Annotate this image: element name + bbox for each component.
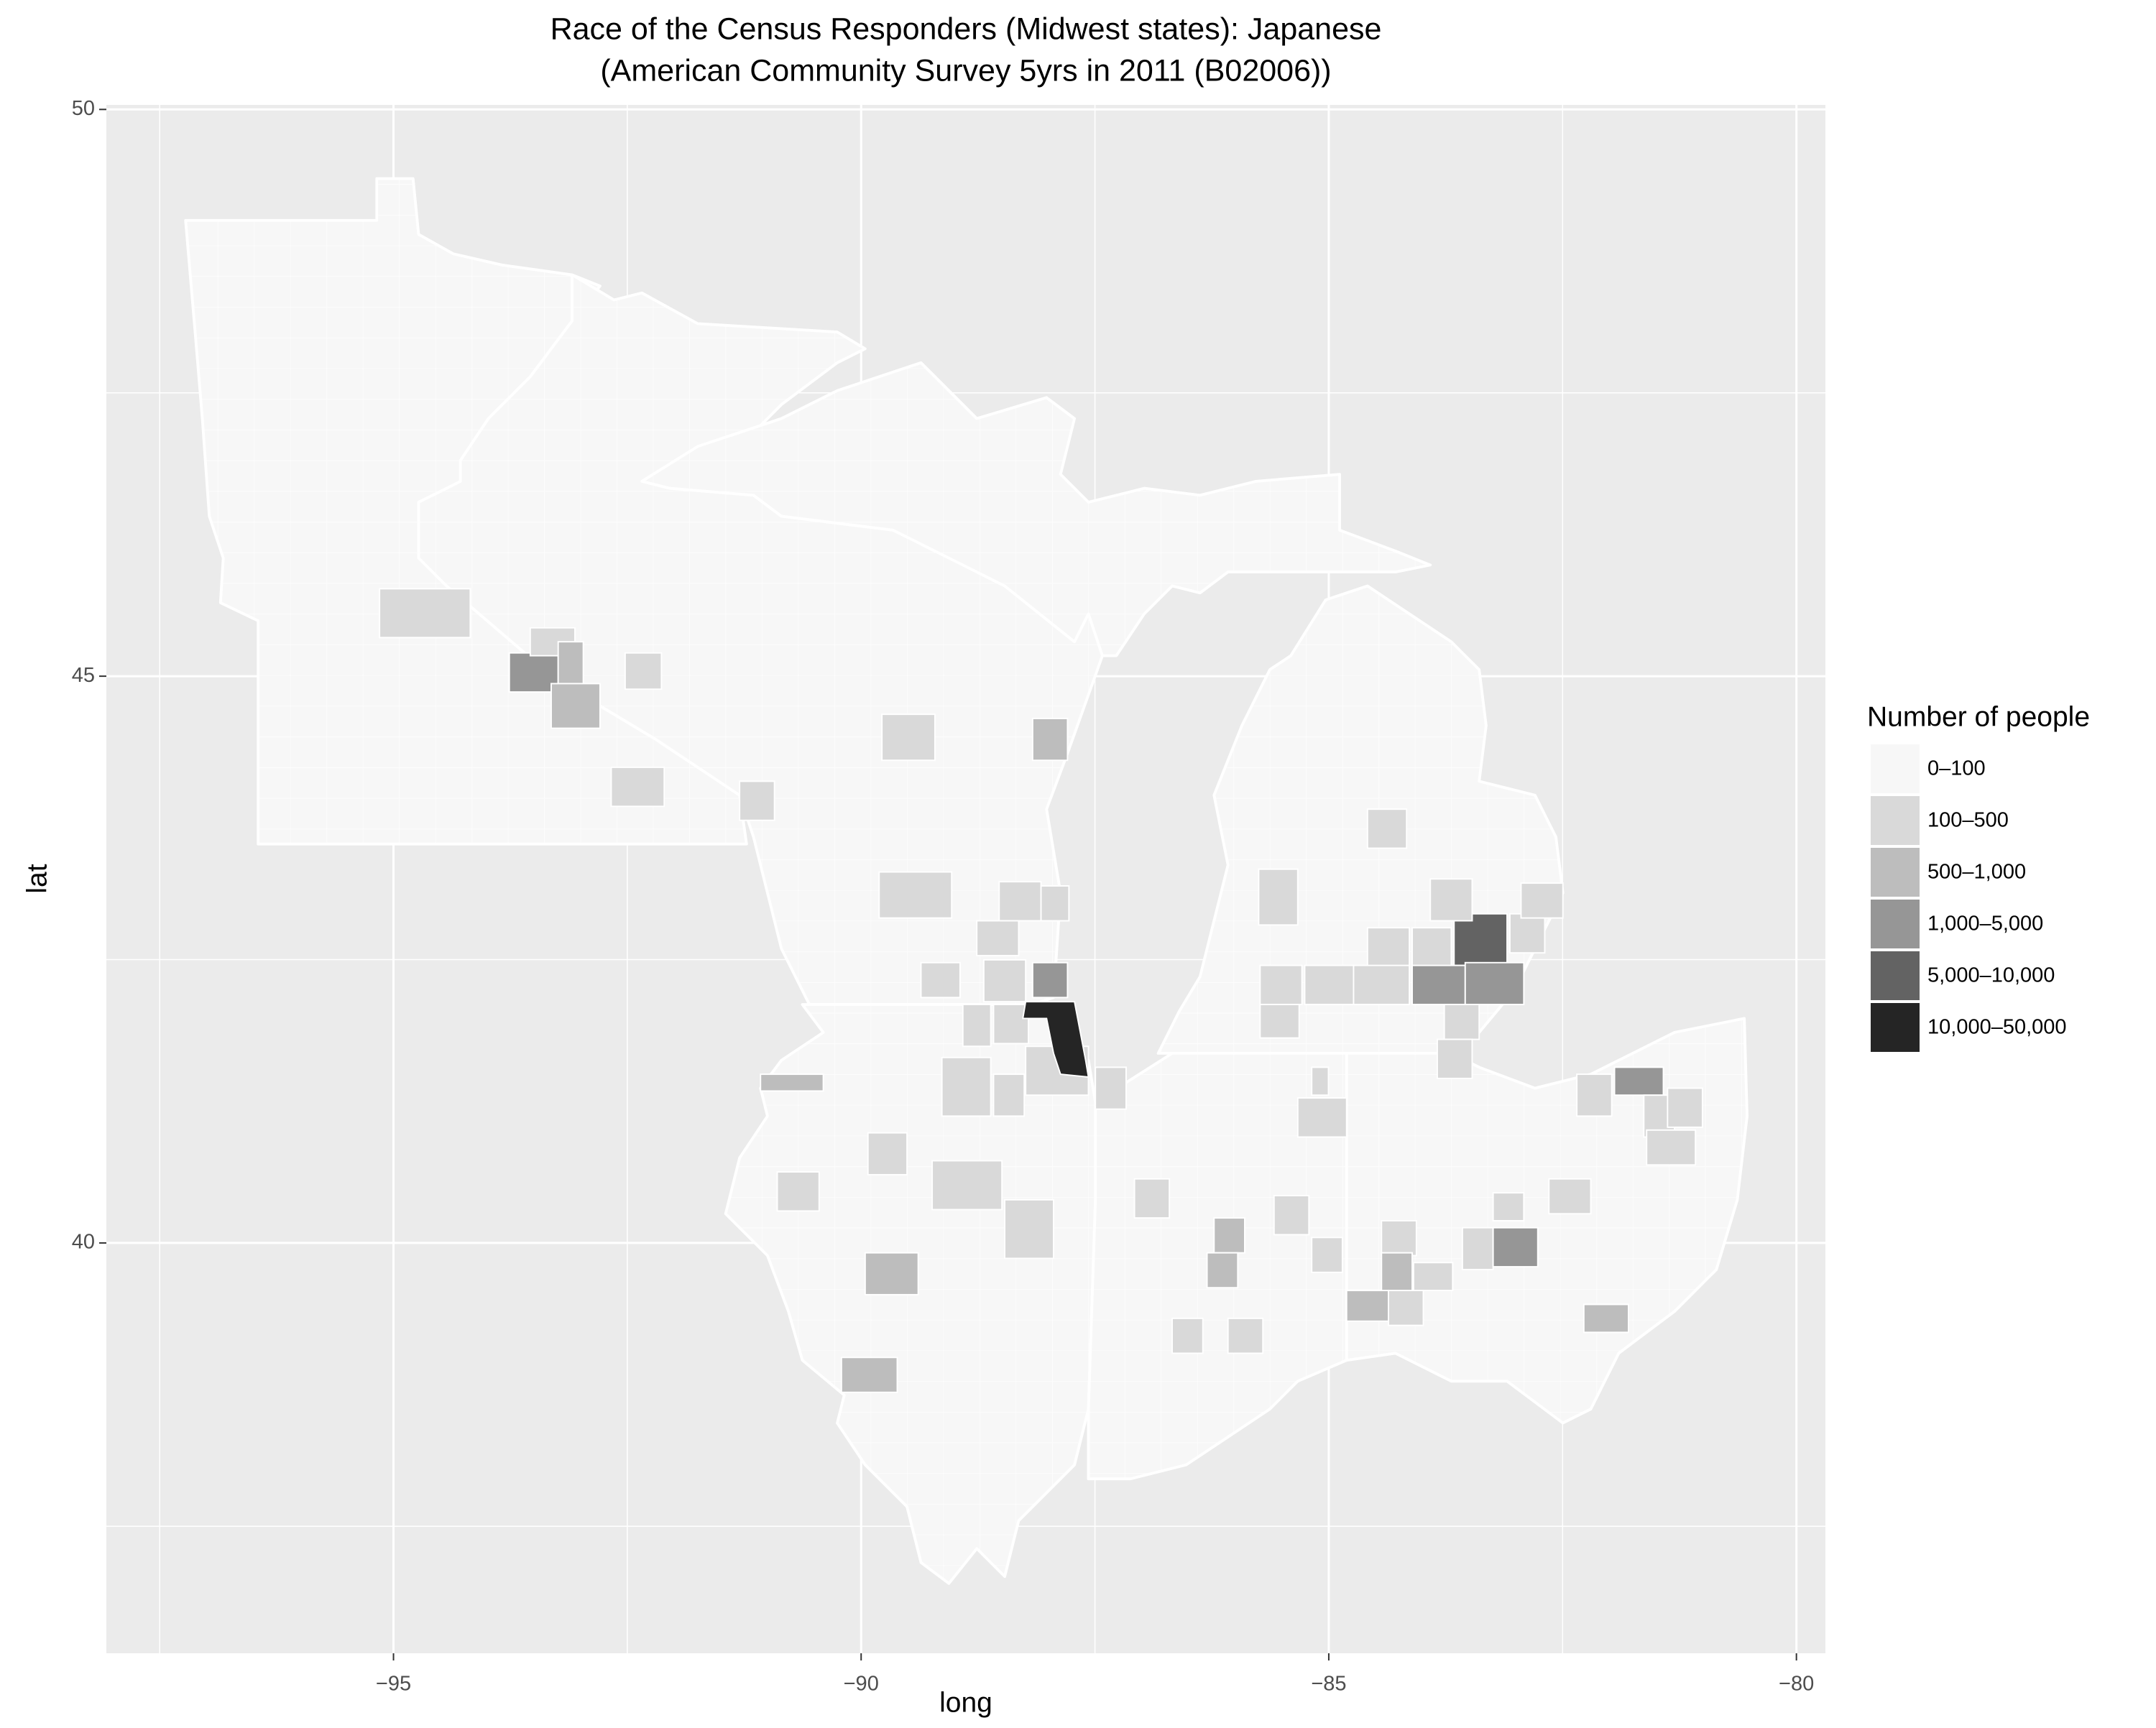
x-tick-label: −80 (1779, 1673, 1814, 1696)
x-tick-label: −85 (1311, 1673, 1346, 1696)
legend-label: 10,000–50,000 (1927, 1016, 2067, 1039)
county (1646, 1129, 1697, 1166)
state-michigan-upper (640, 361, 1432, 657)
county (1004, 1198, 1054, 1260)
county (610, 766, 665, 808)
county (760, 1073, 824, 1092)
legend-key (1869, 1002, 1921, 1053)
county (881, 713, 936, 762)
county (739, 780, 775, 821)
county (1492, 1226, 1539, 1268)
county (1345, 1290, 1389, 1322)
county (998, 881, 1042, 922)
county (1258, 868, 1299, 926)
county (1492, 1192, 1525, 1221)
chart-title: Race of the Census Responders (Midwest s… (550, 11, 1382, 46)
county (1381, 1220, 1417, 1257)
county (1133, 1178, 1171, 1219)
y-tick-label: 40 (72, 1231, 95, 1254)
county (1022, 1001, 1089, 1078)
county (1031, 718, 1069, 762)
y-axis-label: lat (22, 864, 52, 893)
county (1461, 1226, 1494, 1270)
county (776, 1171, 820, 1212)
county (931, 1160, 1003, 1211)
county (976, 920, 1020, 957)
legend-label: 500–1,000 (1927, 861, 2026, 884)
county (624, 652, 663, 690)
county (1031, 961, 1069, 999)
shaded-counties (379, 588, 1703, 1393)
county (1411, 927, 1452, 968)
legend: Number of people 0–100 100–500 500–1,000 1,… (1867, 701, 2090, 1053)
county (1213, 1217, 1245, 1254)
county (1296, 1097, 1348, 1138)
county (1453, 912, 1508, 966)
county (878, 871, 953, 919)
legend-key (1869, 898, 1921, 950)
y-tick-label: 45 (72, 664, 95, 687)
county (1040, 885, 1070, 922)
map (184, 177, 1749, 1585)
county (1583, 1303, 1629, 1334)
county (1576, 1073, 1613, 1117)
county (1171, 1317, 1204, 1354)
county (1206, 1252, 1239, 1289)
county (1381, 1252, 1413, 1293)
chart-subtitle: (American Community Survey 5yrs in 2011 … (600, 53, 1331, 88)
county (550, 683, 601, 729)
county (864, 1252, 919, 1295)
county (1667, 1087, 1703, 1128)
county (1259, 1004, 1300, 1039)
county (992, 1073, 1026, 1117)
legend-key (1869, 743, 1921, 795)
county (982, 958, 1027, 1003)
county (1311, 1066, 1330, 1096)
county (992, 1004, 1030, 1045)
legend-label: 0–100 (1927, 757, 1986, 780)
county (1366, 808, 1408, 849)
county (1227, 1317, 1264, 1354)
legend-key (1869, 846, 1921, 898)
legend-key (1869, 795, 1921, 846)
county (1508, 912, 1546, 954)
county (1613, 1066, 1664, 1096)
county (379, 588, 471, 639)
county (840, 1357, 898, 1393)
county (1304, 964, 1355, 1005)
x-tick-label: −90 (844, 1673, 879, 1696)
county (1436, 1038, 1473, 1079)
county (1273, 1195, 1310, 1236)
county (1366, 927, 1411, 968)
legend-label: 100–500 (1927, 809, 2009, 832)
county (1411, 964, 1466, 1005)
x-tick-label: −95 (376, 1673, 411, 1696)
county (1548, 1178, 1592, 1215)
county (867, 1132, 908, 1175)
county (1443, 1004, 1480, 1040)
legend-key (1869, 950, 1921, 1002)
county (557, 641, 584, 685)
y-tick-label: 50 (72, 97, 95, 120)
county (1429, 878, 1473, 922)
county (1095, 1066, 1127, 1110)
county (1388, 1290, 1424, 1326)
county (1520, 882, 1564, 919)
county (1311, 1237, 1343, 1273)
legend-title: Number of people (1867, 701, 2090, 732)
county (920, 961, 961, 999)
county (941, 1056, 992, 1117)
x-axis-label: long (939, 1687, 992, 1718)
legend-label: 1,000–5,000 (1927, 912, 2043, 935)
county (1412, 1262, 1454, 1292)
county (1353, 964, 1411, 1005)
county (1464, 961, 1525, 1005)
county (1259, 964, 1303, 1005)
county (962, 1004, 992, 1048)
legend-label: 5,000–10,000 (1927, 964, 2055, 987)
